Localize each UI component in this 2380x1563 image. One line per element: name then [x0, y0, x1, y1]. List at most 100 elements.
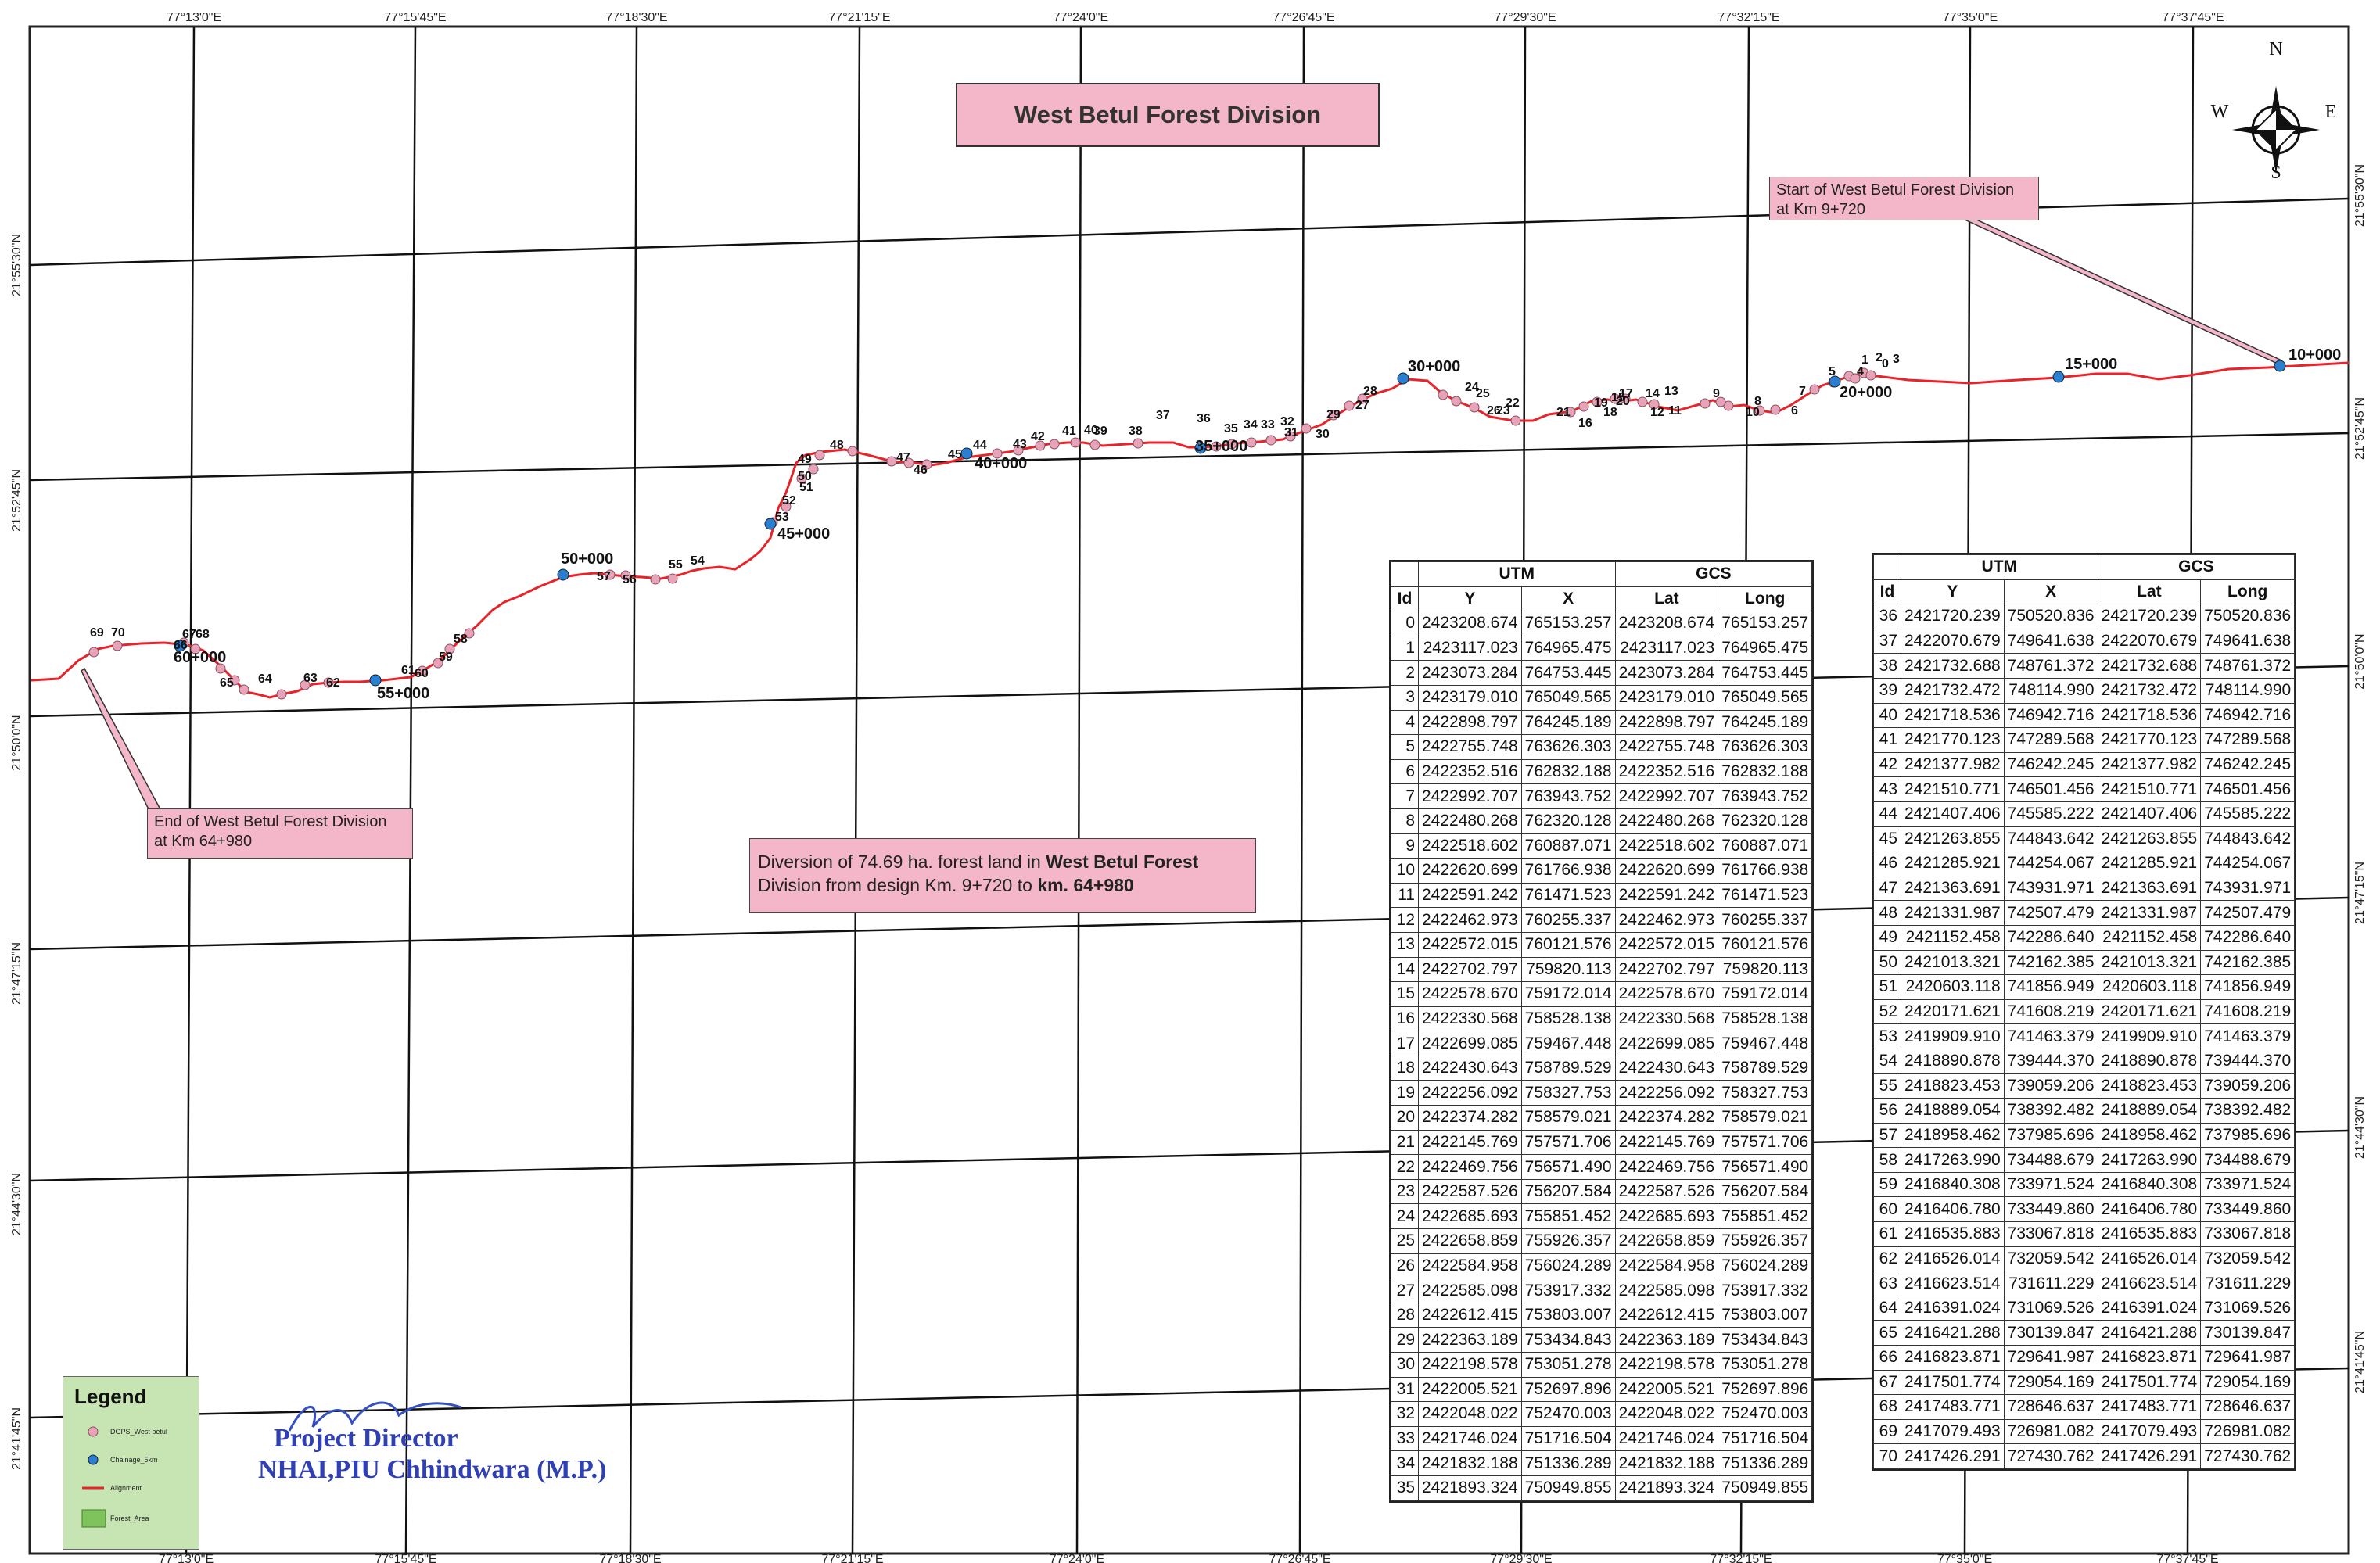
- cell-long: 734488.679: [2200, 1147, 2296, 1173]
- cell-id: 41: [1873, 727, 1901, 753]
- cell-x: 741608.219: [2003, 998, 2098, 1025]
- cell-lat: 2422070.679: [2097, 628, 2202, 654]
- cell-x: 750949.855: [1520, 1475, 1616, 1501]
- cell-x: 742286.640: [2003, 924, 2098, 951]
- table-row: 22 2422469.756 756571.490 2422469.756 756571…: [1391, 1154, 1813, 1180]
- cell-lat: 2416526.014: [2097, 1246, 2202, 1272]
- point-id-label: 45: [948, 448, 962, 461]
- cell-lat: 2416823.871: [2097, 1345, 2202, 1371]
- point-id-label: 63: [303, 672, 318, 685]
- cell-long: 764245.189: [1718, 709, 1813, 736]
- cell-x: 731069.526: [2003, 1295, 2098, 1321]
- point-id-label: 40: [1084, 424, 1098, 437]
- lon-label: 77°26'45"E: [1273, 11, 1334, 24]
- table-row: 2 2423073.284 764753.445 2423073.284 764753.…: [1391, 660, 1813, 686]
- cell-y: 2422048.022: [1418, 1401, 1522, 1427]
- cell-long: 730139.847: [2200, 1320, 2296, 1346]
- chainage-label: 20+000: [1840, 384, 1892, 401]
- cell-lat: 2421832.188: [1614, 1450, 1719, 1476]
- chainage-label: 45+000: [777, 525, 830, 543]
- cell-y: 2422685.693: [1418, 1203, 1522, 1230]
- cell-id: 54: [1873, 1048, 1901, 1074]
- cell-id: 7: [1391, 783, 1419, 809]
- cell-long: 758327.753: [1718, 1080, 1813, 1106]
- cell-id: 45: [1873, 826, 1901, 852]
- point-id-label: 64: [258, 672, 272, 686]
- dgps-symbol-icon: [88, 1426, 99, 1437]
- cell-y: 2416526.014: [1901, 1246, 2005, 1272]
- cell-x: 727430.762: [2003, 1443, 2098, 1469]
- point-id-label: 35: [1224, 422, 1238, 436]
- point-id-label: 25: [1476, 387, 1490, 400]
- cell-long: 749641.638: [2200, 628, 2296, 654]
- cell-y: 2416840.308: [1901, 1171, 2005, 1198]
- lat-label: 21°44'30"N: [10, 1173, 23, 1235]
- cell-long: 733971.524: [2200, 1171, 2296, 1198]
- cell-x: 733971.524: [2003, 1171, 2098, 1198]
- cell-long: 746242.245: [2200, 751, 2296, 778]
- col-header-long: Long: [2200, 579, 2296, 605]
- cell-long: 741463.379: [2200, 1023, 2296, 1049]
- table-row: 63 2416623.514 731611.229 2416623.514 731611…: [1873, 1271, 2296, 1296]
- cell-y: 2421732.688: [1901, 653, 2005, 679]
- table-row: 16 2422330.568 758528.138 2422330.568 758528…: [1391, 1006, 1813, 1032]
- cell-y: 2422070.679: [1901, 628, 2005, 654]
- table-row: 19 2422256.092 758327.753 2422256.092 758327…: [1391, 1080, 1813, 1106]
- cell-id: 48: [1873, 900, 1901, 926]
- signature-line1: Project Director: [274, 1424, 458, 1453]
- lon-label: 77°37'45"E: [2156, 1553, 2218, 1563]
- point-id-label: 34: [1244, 418, 1258, 432]
- cell-x: 765153.257: [1520, 611, 1616, 636]
- cell-long: 744843.642: [2200, 826, 2296, 852]
- chainage-label: 35+000: [1195, 438, 1247, 455]
- cell-x: 741856.949: [2003, 974, 2098, 1000]
- utm-group-header: UTM: [1418, 561, 1616, 587]
- cell-y: 2422572.015: [1418, 931, 1522, 958]
- cell-long: 732059.542: [2200, 1246, 2296, 1272]
- cell-y: 2421285.921: [1901, 851, 2005, 876]
- legend-title: Legend: [74, 1385, 147, 1408]
- cell-x: 756024.289: [1520, 1253, 1616, 1279]
- table-row: 64 2416391.024 731069.526 2416391.024 731069…: [1873, 1295, 2296, 1321]
- cell-lat: 2420171.621: [2097, 998, 2202, 1025]
- cell-x: 737985.696: [2003, 1122, 2098, 1149]
- compass-e: E: [2325, 102, 2337, 122]
- point-id-label: 18: [1603, 406, 1617, 419]
- lon-label: 77°35'0"E: [1937, 1553, 1992, 1563]
- cell-long: 764965.475: [1718, 635, 1813, 661]
- col-header-y: Y: [1901, 579, 2005, 605]
- point-id-label: 24: [1465, 381, 1479, 394]
- chainage-symbol-icon: [88, 1454, 99, 1465]
- cell-lat: 2423073.284: [1614, 660, 1719, 686]
- cell-y: 2421377.982: [1901, 751, 2005, 778]
- cell-id: 8: [1391, 808, 1419, 834]
- gcs-group-header: GCS: [2097, 554, 2296, 580]
- point-id-label: 32: [1280, 415, 1294, 428]
- point-id-label: 12: [1650, 406, 1664, 419]
- cell-long: 745585.222: [2200, 801, 2296, 827]
- cell-lat: 2416391.024: [2097, 1295, 2202, 1321]
- cell-id: 15: [1391, 981, 1419, 1007]
- table-row: 14 2422702.797 759820.113 2422702.797 759820…: [1391, 956, 1813, 983]
- table-row: 24 2422685.693 755851.452 2422685.693 755851…: [1391, 1203, 1813, 1230]
- point-id-label: 16: [1578, 417, 1592, 430]
- cell-id: 21: [1391, 1129, 1419, 1156]
- cell-long: 755926.357: [1718, 1228, 1813, 1254]
- cell-id: 63: [1873, 1271, 1901, 1296]
- table-row: 33 2421746.024 751716.504 2421746.024 751716…: [1391, 1425, 1813, 1452]
- cell-x: 726981.082: [2003, 1418, 2098, 1445]
- latitude-labels-left: 21°55'30"N 21°52'45"N 21°50'0"N 21°47'15…: [10, 234, 23, 1470]
- cell-long: 753051.278: [1718, 1352, 1813, 1378]
- cell-x: 732059.542: [2003, 1246, 2098, 1272]
- cell-lat: 2423208.674: [1614, 611, 1719, 636]
- cell-y: 2421893.324: [1418, 1475, 1522, 1501]
- cell-lat: 2417426.291: [2097, 1443, 2202, 1469]
- map-frame: [28, 25, 2350, 1555]
- point-id-label: 23: [1496, 404, 1510, 418]
- cell-y: 2416535.883: [1901, 1221, 2005, 1247]
- lon-label: 77°37'45"E: [2162, 11, 2224, 24]
- compass-n: N: [2269, 39, 2282, 59]
- cell-long: 762320.128: [1718, 808, 1813, 834]
- diversion-line2-text: Division from design Km. 9+720 to: [758, 875, 1038, 895]
- cell-lat: 2421510.771: [2097, 776, 2202, 802]
